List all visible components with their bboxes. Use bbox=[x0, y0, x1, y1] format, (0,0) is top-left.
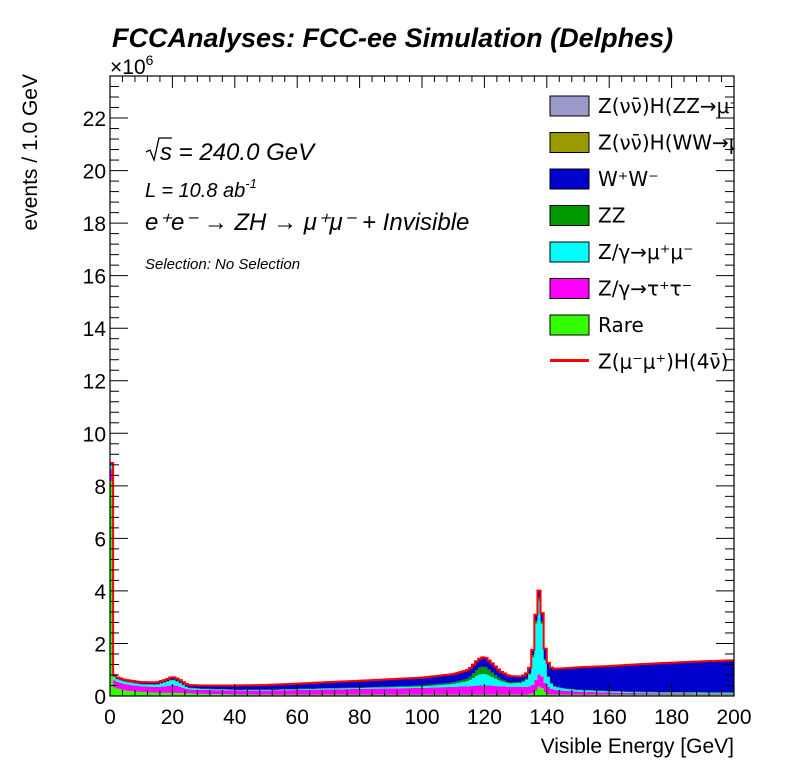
y-multiplier-exponent: 6 bbox=[146, 52, 154, 68]
y-tick-label: 12 bbox=[83, 371, 106, 394]
x-tick-label: 180 bbox=[654, 706, 689, 729]
legend-entry: Rare bbox=[549, 313, 644, 337]
lumi-annotation: L = 10.8 ab-1 bbox=[145, 176, 257, 202]
legend-swatch bbox=[549, 95, 590, 117]
chart-title: FCCAnalyses: FCC-ee Simulation (Delphes) bbox=[112, 23, 673, 53]
legend-label: Z/γ→μ⁺μ⁻ bbox=[598, 240, 694, 264]
sqrt-symbol-icon bbox=[145, 137, 172, 163]
y-tick-label: 16 bbox=[83, 266, 106, 289]
y-tick-label: 18 bbox=[83, 213, 106, 236]
y-tick-label: 20 bbox=[83, 161, 106, 184]
series-area-2 bbox=[110, 464, 734, 694]
legend-swatch bbox=[549, 278, 590, 299]
x-tick-label: 160 bbox=[592, 706, 627, 729]
x-tick-label: 80 bbox=[348, 706, 371, 729]
series-area-1 bbox=[110, 469, 734, 695]
x-tick-label: 100 bbox=[404, 706, 439, 729]
process-annotation: e⁺e⁻ → ZH → μ⁺μ⁻ + Invisible bbox=[145, 209, 469, 236]
x-tick-label: 20 bbox=[161, 706, 184, 729]
x-tick-label: 0 bbox=[104, 706, 116, 729]
legend-entry: W⁺W⁻ bbox=[549, 167, 659, 191]
legend-label: Z(μ⁻μ⁺)H(4ν̄) bbox=[598, 350, 728, 374]
legend-label: Rare bbox=[598, 313, 644, 337]
legend-label: Z(νν̄)H(ZZ→μ⁺μ⁻νν̄) bbox=[598, 94, 793, 118]
x-tick-label: 40 bbox=[223, 706, 246, 729]
legend-entry: Z(νν̄)H(ZZ→μ⁺μ⁻νν̄) bbox=[549, 94, 793, 118]
y-tick-label: 0 bbox=[94, 686, 106, 709]
y-tick-label: 2 bbox=[94, 633, 106, 656]
stacked-histogram-series bbox=[110, 461, 734, 696]
legend-swatch bbox=[549, 205, 590, 226]
legend-entry: Z(νν̄)H(WW→μ⁺νμ⁻ν̄) bbox=[549, 131, 796, 155]
y-tick-label: 14 bbox=[83, 318, 107, 341]
legend-label: ZZ bbox=[598, 204, 625, 228]
x-tick-label: 60 bbox=[286, 706, 309, 729]
legend-label: Z/γ→τ⁺τ⁻ bbox=[598, 277, 692, 301]
x-tick-label: 200 bbox=[716, 706, 751, 729]
y-axis-label: events / 1.0 GeV bbox=[19, 74, 42, 230]
y-tick-label: 6 bbox=[94, 528, 106, 551]
legend-swatch bbox=[549, 132, 590, 153]
x-tick-label: 120 bbox=[467, 706, 502, 729]
y-tick-label: 10 bbox=[83, 423, 106, 446]
x-tick-label: 140 bbox=[529, 706, 564, 729]
legend-swatch bbox=[549, 241, 590, 263]
legend-swatch bbox=[549, 314, 590, 336]
legend-label: W⁺W⁻ bbox=[598, 167, 659, 191]
y-axis-ticks: 0 2 4 6 8 10 12 14 16 18 20 22 bbox=[83, 75, 734, 709]
series-area-4 bbox=[110, 462, 734, 693]
x-axis-label: Visible Energy [GeV] bbox=[541, 735, 734, 758]
legend: Z(νν̄)H(ZZ→μ⁺μ⁻νν̄) Z(νν̄)H(WW→μ⁺νμ⁻ν̄) W⁺… bbox=[549, 94, 796, 374]
y-tick-label: 22 bbox=[83, 108, 106, 131]
x-axis-ticks: 0 20 40 60 80 100 120 140 160 180 200 bbox=[104, 76, 752, 729]
series-area-3 bbox=[110, 463, 734, 693]
y-tick-label: 4 bbox=[94, 581, 106, 604]
series-area-5 bbox=[110, 462, 734, 686]
y-tick-label: 8 bbox=[94, 476, 106, 499]
legend-swatch bbox=[549, 168, 590, 190]
series-area-6 bbox=[110, 462, 734, 686]
legend-label: Z(νν̄)H(WW→μ⁺νμ⁻ν̄) bbox=[598, 131, 796, 155]
legend-entry: Z(μ⁻μ⁺)H(4ν̄) bbox=[550, 350, 728, 374]
sqrt-s-text: s = 240.0 GeV bbox=[160, 139, 316, 166]
legend-entry: Z/γ→μ⁺μ⁻ bbox=[549, 240, 694, 264]
selection-annotation: Selection: No Selection bbox=[145, 256, 300, 273]
series-line-7 bbox=[110, 461, 734, 687]
legend-entry: Z/γ→τ⁺τ⁻ bbox=[549, 277, 692, 301]
sqrt-s-annotation: s = 240.0 GeV bbox=[145, 137, 316, 166]
y-multiplier: ×106 bbox=[110, 52, 154, 79]
annotation-block: s = 240.0 GeV L = 10.8 ab-1 e⁺e⁻ → ZH → … bbox=[145, 137, 469, 273]
legend-entry: ZZ bbox=[549, 204, 625, 228]
